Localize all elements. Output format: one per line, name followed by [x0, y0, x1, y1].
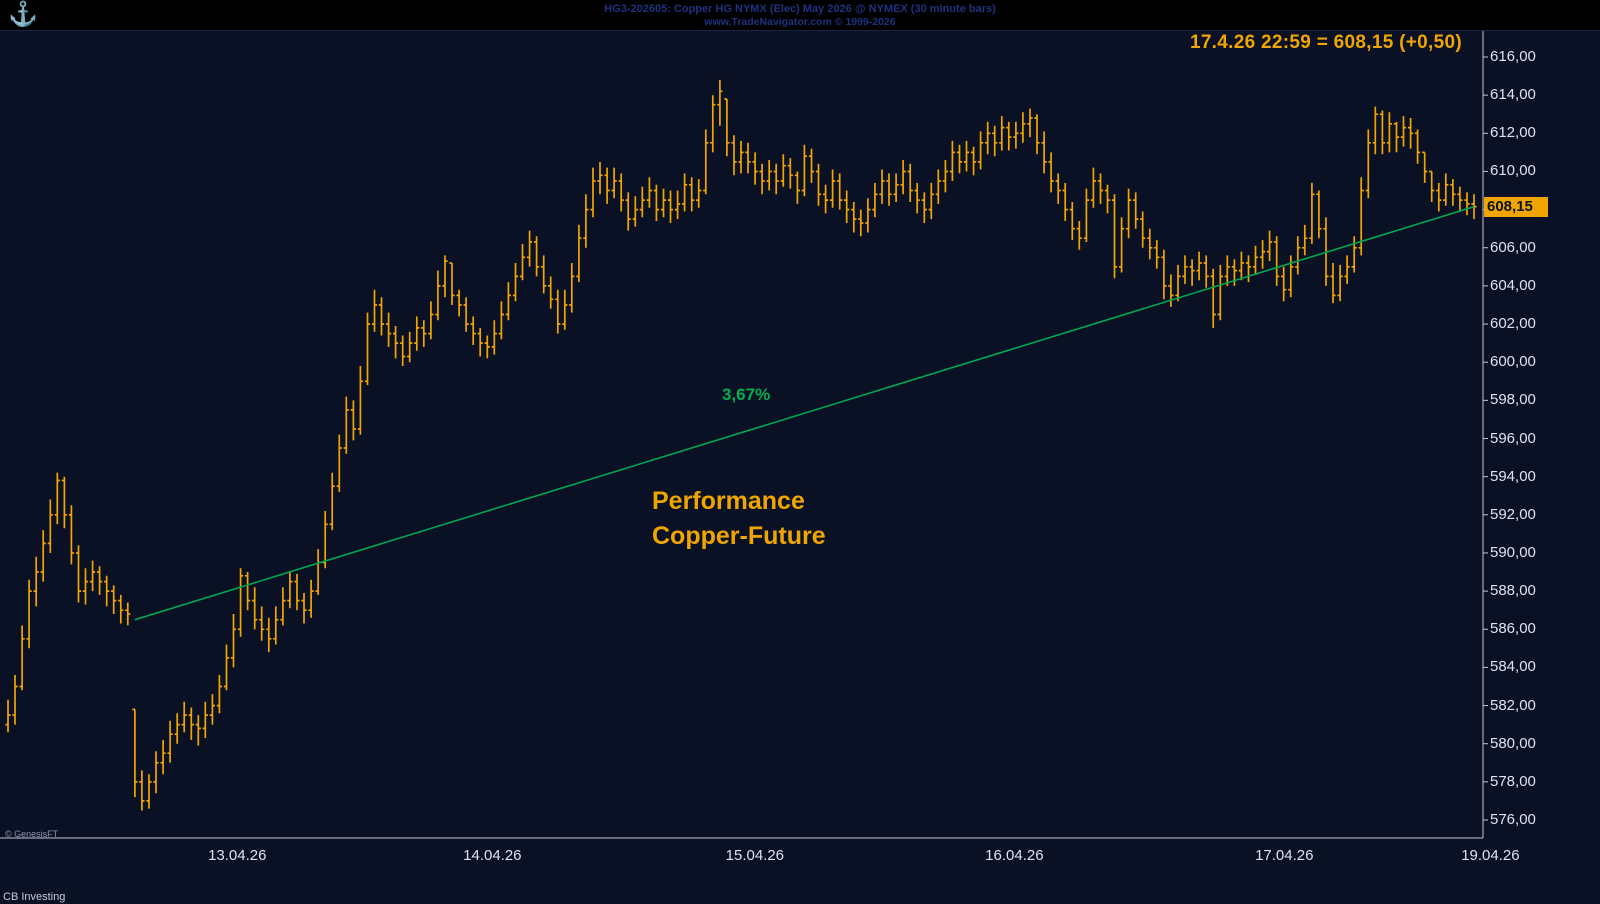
last-quote-readout: 17.4.26 22:59 = 608,15 (+0,50)	[1189, 32, 1462, 53]
anchor-logo-icon: ⚓	[8, 1, 38, 28]
chart-header: ⚓ HG3-202605: Copper HG NYMX (Elec) May …	[0, 0, 1600, 31]
performance-line-2: Copper-Future	[652, 522, 826, 550]
bottom-cut-text: CB Investing	[3, 891, 66, 903]
performance-line-1: Performance	[652, 487, 805, 515]
site-copyright: www.TradeNavigator.com © 1999-2026	[704, 16, 896, 28]
trend-percent-label: 3,67%	[722, 385, 771, 404]
chart-title: HG3-202605: Copper HG NYMX (Elec) May 20…	[604, 3, 996, 15]
last-price-tag: 608,15	[1484, 196, 1548, 217]
small-copyright: © GenesisFT	[5, 829, 59, 839]
performance-annotation: Performance Copper-Future	[652, 484, 826, 554]
